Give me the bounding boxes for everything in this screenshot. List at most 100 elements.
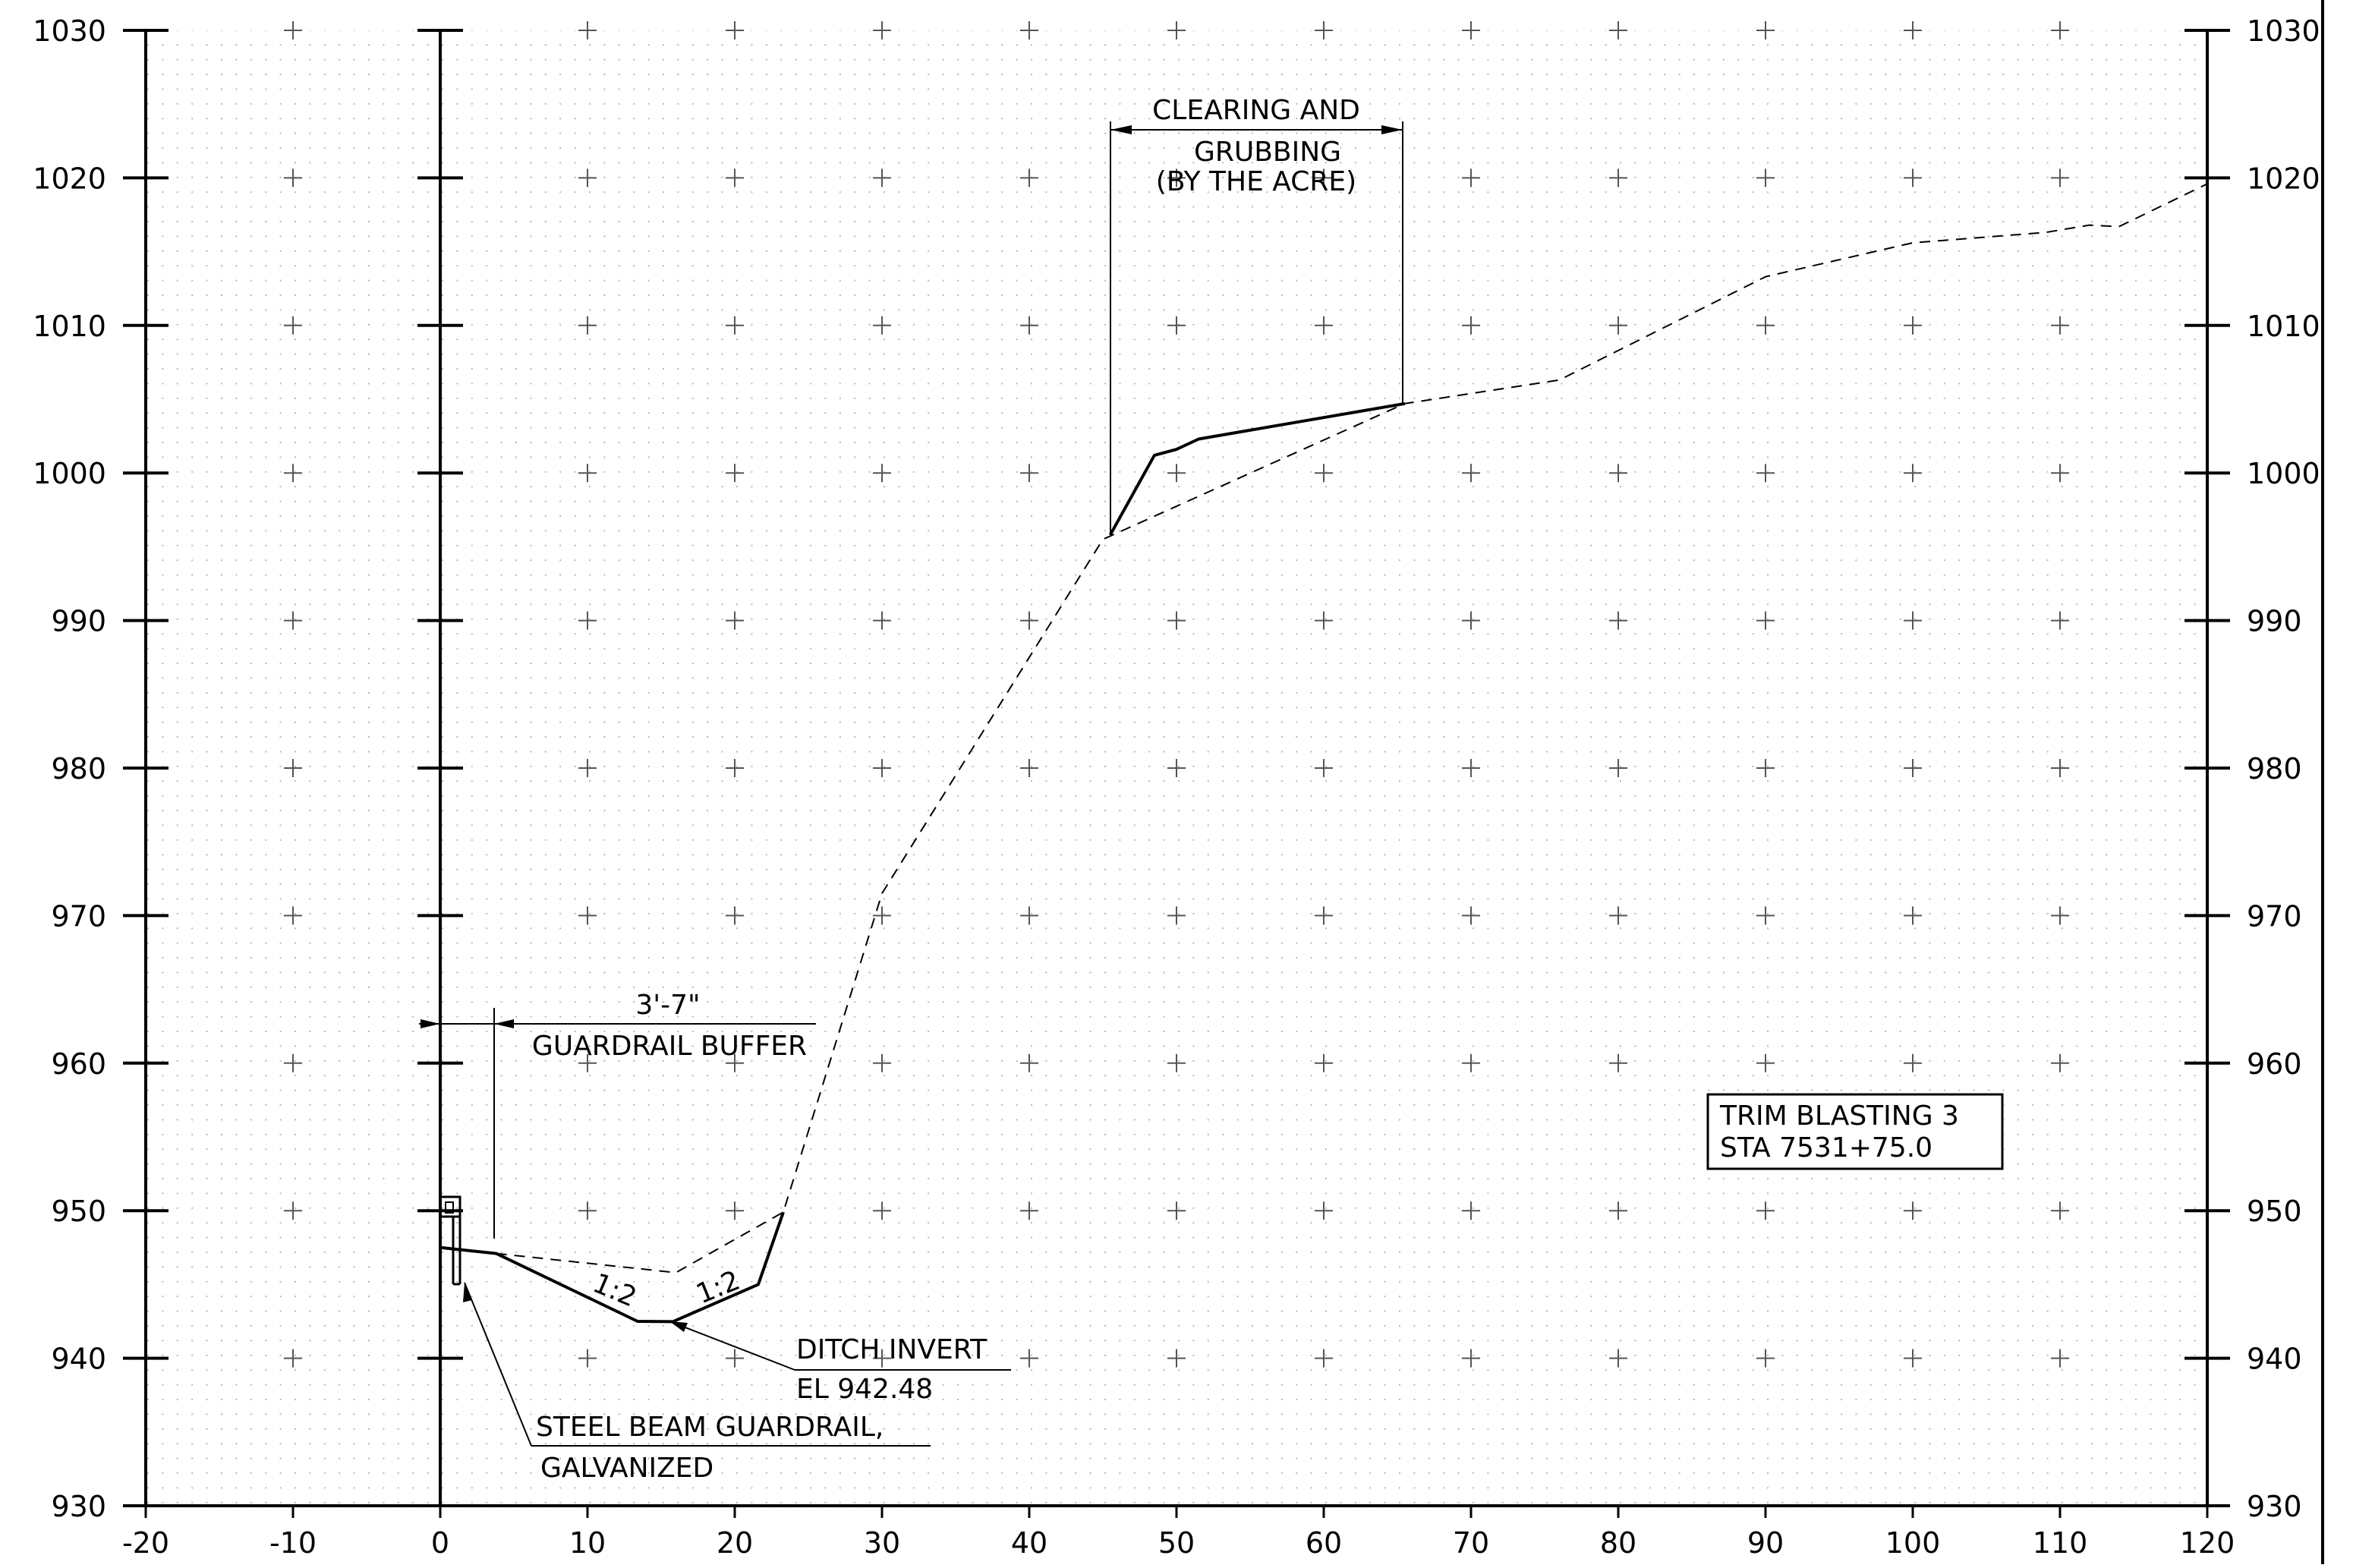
grid-cross — [1462, 1349, 1480, 1368]
station-box-line2: STA 7531+75.0 — [1720, 1132, 1932, 1163]
grid-cross — [578, 316, 597, 335]
clearing-label-line1: CLEARING AND — [1152, 95, 1360, 126]
grid-cross — [2051, 464, 2069, 483]
grid-cross — [1315, 906, 1333, 925]
proposed-section-line-2 — [1108, 401, 1406, 536]
grid-cross — [726, 168, 744, 187]
x-tick-label: 80 — [1600, 1526, 1636, 1560]
y-tick-label-left: 960 — [51, 1047, 106, 1081]
grid-cross — [1020, 464, 1038, 483]
x-tick-label: -20 — [122, 1526, 169, 1560]
y-tick-label-right: 960 — [2247, 1047, 2302, 1081]
clearing-arrow-right — [1381, 125, 1403, 134]
grid-cross — [1756, 168, 1775, 187]
grid-cross — [1904, 21, 1922, 39]
guardrail-leader — [464, 1282, 532, 1447]
y-tick-label-left: 940 — [51, 1343, 106, 1376]
grid-cross — [873, 1201, 891, 1220]
grid-cross — [726, 464, 744, 483]
grid-cross — [1756, 906, 1775, 925]
grid-cross — [1904, 611, 1922, 630]
grid-cross — [2051, 1053, 2069, 1072]
grid-cross — [1462, 759, 1480, 777]
grid-cross — [1756, 316, 1775, 335]
grid-cross — [578, 759, 597, 777]
x-tick-label: 50 — [1158, 1526, 1195, 1560]
buffer-arrow-left — [421, 1019, 440, 1028]
grid-cross — [1315, 21, 1333, 39]
y-tick-label-left: 930 — [51, 1490, 106, 1523]
grid-cross — [1315, 759, 1333, 777]
clearing-label-line3: (BY THE ACRE) — [1156, 166, 1356, 197]
grid-cross — [284, 1053, 302, 1072]
grid-cross — [1756, 21, 1775, 39]
grid-cross — [1904, 168, 1922, 187]
guardrail-post-inner — [445, 1201, 454, 1214]
grid-cross — [1167, 464, 1186, 483]
grid-cross — [726, 906, 744, 925]
grid-cross — [1904, 906, 1922, 925]
y-tick-label-left: 970 — [51, 899, 106, 933]
grid-cross — [578, 906, 597, 925]
grid-cross — [873, 1053, 891, 1072]
grid-cross — [1020, 759, 1038, 777]
y-tick-label-left: 950 — [51, 1195, 106, 1228]
grid-cross — [1609, 1053, 1627, 1072]
grid-cross — [1609, 611, 1627, 630]
grid-cross — [1462, 906, 1480, 925]
clearing-arrow-left — [1110, 125, 1132, 134]
grid-cross — [2051, 1201, 2069, 1220]
y-axis-ticks: 930 930 940 940 950 950 960 960 970 970 980 980 990 9… — [33, 14, 2320, 1523]
grid-cross — [578, 1201, 597, 1220]
grid-cross — [1609, 316, 1627, 335]
grid-cross — [1462, 1201, 1480, 1220]
grid-cross — [873, 611, 891, 630]
y-tick-label-right: 980 — [2247, 752, 2302, 786]
grid-cross — [1756, 1053, 1775, 1072]
x-tick-label: 120 — [2180, 1526, 2235, 1560]
grid-cross — [873, 464, 891, 483]
grid-cross — [1756, 611, 1775, 630]
grid-cross — [2051, 21, 2069, 39]
grid-cross — [726, 611, 744, 630]
grid-cross — [1904, 1201, 1922, 1220]
grid-cross — [1462, 464, 1480, 483]
grid-crosses — [284, 21, 2069, 1368]
grid-cross — [1609, 168, 1627, 187]
grid-cross — [1315, 316, 1333, 335]
grid-cross — [578, 168, 597, 187]
y-tick-label-right: 930 — [2247, 1490, 2302, 1523]
grid-cross — [2051, 759, 2069, 777]
grid-cross — [1315, 1201, 1333, 1220]
grid-cross — [1904, 316, 1922, 335]
grid-cross — [284, 21, 302, 39]
y-tick-label-right: 970 — [2247, 899, 2302, 933]
grid-cross — [1020, 1053, 1038, 1072]
grid-cross — [873, 168, 891, 187]
grid-cross — [1315, 168, 1333, 187]
grid-cross — [1904, 759, 1922, 777]
grid-cross — [284, 1201, 302, 1220]
guardrail-label-line1: STEEL BEAM GUARDRAIL, — [536, 1412, 884, 1443]
guardrail-label-line2: GALVANIZED — [540, 1453, 713, 1484]
grid-cross — [726, 21, 744, 39]
y-tick-label-left: 1030 — [33, 14, 106, 48]
guardrail-leader-arrow — [463, 1283, 472, 1302]
existing-ground-line — [496, 183, 2208, 1274]
grid-cross — [873, 1349, 891, 1368]
grid-cross — [1167, 759, 1186, 777]
grid-cross — [1904, 464, 1922, 483]
grid-cross — [873, 759, 891, 777]
grid-cross — [1462, 316, 1480, 335]
grid-cross — [1609, 1201, 1627, 1220]
grid-cross — [1020, 906, 1038, 925]
grid-cross — [284, 759, 302, 777]
grid-cross — [578, 464, 597, 483]
ditch-leader-arrow — [669, 1321, 688, 1332]
grid-cross — [578, 1053, 597, 1072]
grid-cross — [1462, 611, 1480, 630]
grid-cross — [1756, 464, 1775, 483]
y-tick-label-right: 990 — [2247, 605, 2302, 638]
x-axis-ticks: -20 -10 0 10 20 30 40 50 60 70 80 90 100 110 120 — [122, 1506, 2235, 1560]
